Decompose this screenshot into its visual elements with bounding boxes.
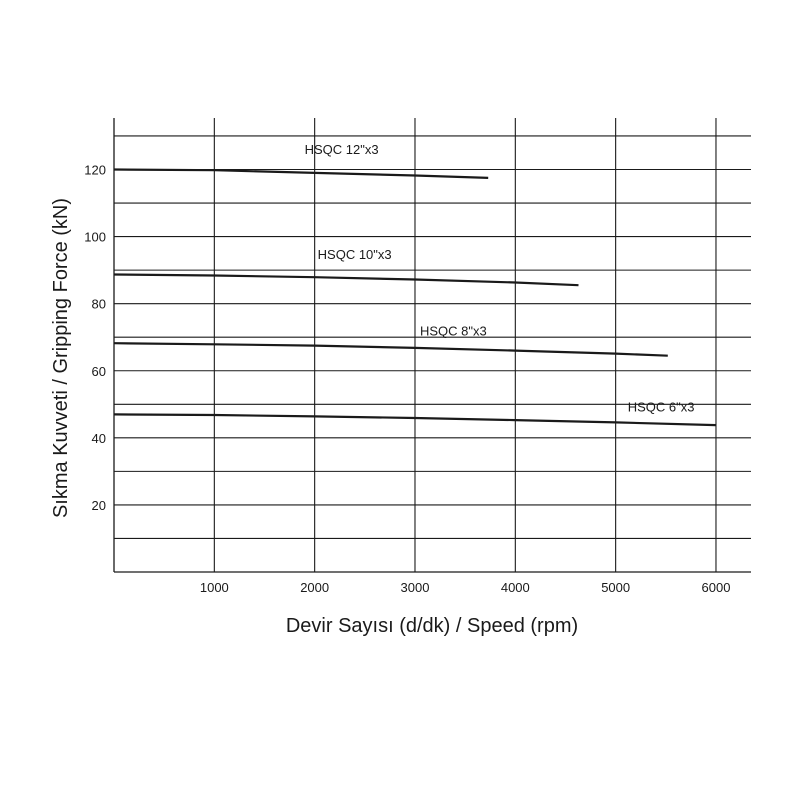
x-axis-label: Devir Sayısı (d/dk) / Speed (rpm): [286, 615, 578, 637]
y-tick-label: 40: [92, 431, 106, 446]
series-labels: HSQC 12"x3 HSQC 10"x3 HSQC 8"x3 HSQC 6"x3: [305, 142, 695, 415]
series-line-0: [113, 168, 489, 179]
series-label-2: HSQC 8"x3: [420, 324, 487, 339]
series-lines: [113, 168, 717, 427]
y-tick-label: 60: [92, 364, 106, 379]
y-axis-label: Sıkma Kuvveti / Gripping Force (kN): [50, 198, 72, 518]
x-tick-label: 4000: [501, 580, 530, 595]
x-tick-label: 5000: [601, 580, 630, 595]
series-line-3: [113, 413, 717, 427]
x-tick-label: 1000: [200, 580, 229, 595]
x-tick-label: 2000: [300, 580, 329, 595]
tick-labels: 1000 2000 3000 4000 5000 6000 20 40 60 80 100 120: [84, 163, 730, 596]
series-label-0: HSQC 12"x3: [305, 142, 379, 157]
series-label-3: HSQC 6"x3: [628, 400, 695, 415]
y-tick-label: 100: [84, 230, 106, 245]
y-tick-label: 20: [92, 498, 106, 513]
series-label-1: HSQC 10"x3: [318, 247, 392, 262]
y-tick-label: 120: [84, 163, 106, 178]
x-tick-label: 6000: [702, 580, 731, 595]
series-line-1: [113, 273, 579, 287]
series-line-2: [113, 342, 668, 357]
axes: [113, 118, 751, 573]
x-tick-label: 3000: [401, 580, 430, 595]
y-tick-label: 80: [92, 297, 106, 312]
